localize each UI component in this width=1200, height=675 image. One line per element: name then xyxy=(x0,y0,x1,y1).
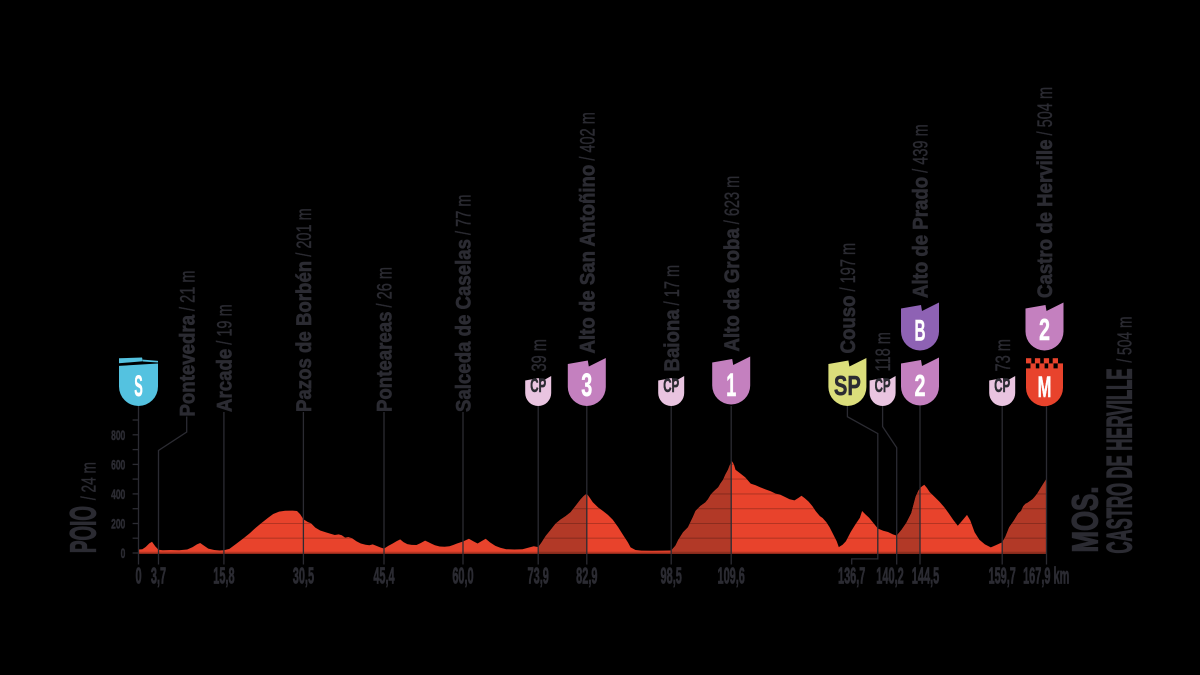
svg-text:/ 504 m: / 504 m xyxy=(1115,317,1137,367)
svg-text:Ponteareas: Ponteareas xyxy=(374,312,397,413)
svg-text:800: 800 xyxy=(111,427,125,443)
svg-text:98,5: 98,5 xyxy=(661,563,682,589)
svg-text:Couso: Couso xyxy=(837,296,860,354)
svg-text:/ 201 m: / 201 m xyxy=(293,208,316,261)
svg-text:2: 2 xyxy=(1039,312,1050,347)
svg-text:CP: CP xyxy=(875,376,891,397)
svg-text:/ 504 m: / 504 m xyxy=(1034,87,1057,140)
svg-text:Pazos de Borbén: Pazos de Borbén xyxy=(293,261,316,412)
svg-text:167,9 km: 167,9 km xyxy=(1023,563,1069,589)
svg-text:73 m: 73 m xyxy=(992,339,1015,371)
svg-text:Baiona: Baiona xyxy=(661,309,684,371)
svg-text:/ 402 m: / 402 m xyxy=(576,112,599,165)
svg-text:15,8: 15,8 xyxy=(213,563,234,589)
svg-text:60,0: 60,0 xyxy=(452,563,473,589)
svg-text:CP: CP xyxy=(530,376,546,397)
svg-text:SP: SP xyxy=(834,370,861,401)
svg-text:140,2: 140,2 xyxy=(876,563,903,589)
svg-text:2: 2 xyxy=(915,368,926,403)
svg-text:3: 3 xyxy=(581,367,592,403)
svg-text:Arcade: Arcade xyxy=(214,349,237,412)
svg-text:30,5: 30,5 xyxy=(293,563,314,589)
svg-text:400: 400 xyxy=(111,486,125,502)
svg-text:/ 439 m: / 439 m xyxy=(910,124,933,177)
svg-text:S: S xyxy=(134,370,143,403)
svg-text:73,9: 73,9 xyxy=(528,563,549,589)
svg-text:45,4: 45,4 xyxy=(373,563,394,589)
svg-text:Pontevedra: Pontevedra xyxy=(176,315,199,417)
svg-text:/ 77 m: / 77 m xyxy=(453,195,476,239)
svg-text:MOS.: MOS. xyxy=(1065,487,1106,553)
svg-text:200: 200 xyxy=(111,516,125,532)
svg-text:600: 600 xyxy=(111,456,125,472)
svg-text:CP: CP xyxy=(663,376,679,397)
svg-text:/ 24 m: / 24 m xyxy=(79,462,101,504)
svg-text:144,5: 144,5 xyxy=(912,563,939,589)
svg-text:/ 623 m: / 623 m xyxy=(721,176,744,229)
svg-text:CP: CP xyxy=(994,376,1010,397)
svg-text:Alto de Prado: Alto de Prado xyxy=(910,177,933,298)
svg-text:3,7: 3,7 xyxy=(151,563,166,589)
svg-text:0: 0 xyxy=(135,563,141,589)
svg-text:/ 21 m: / 21 m xyxy=(176,271,199,316)
svg-text:118 m: 118 m xyxy=(872,332,895,371)
svg-text:109,6: 109,6 xyxy=(718,563,745,589)
svg-text:/ 197 m: / 197 m xyxy=(837,243,860,296)
svg-text:1: 1 xyxy=(726,367,736,403)
svg-text:Salceda de Caselas: Salceda de Caselas xyxy=(453,239,476,412)
svg-text:136,7: 136,7 xyxy=(838,563,865,589)
svg-text:39 m: 39 m xyxy=(528,339,551,371)
svg-text:82,9: 82,9 xyxy=(576,563,597,589)
svg-text:0: 0 xyxy=(121,545,126,561)
svg-text:CASTRO DE HERVILLE: CASTRO DE HERVILLE xyxy=(1101,369,1140,554)
svg-text:/ 19 m: / 19 m xyxy=(214,304,237,349)
svg-text:M: M xyxy=(1038,371,1052,404)
svg-text:/ 17 m: / 17 m xyxy=(661,265,684,310)
svg-text:B: B xyxy=(915,315,926,348)
svg-text:POIO: POIO xyxy=(63,506,104,553)
svg-text:/ 26 m: / 26 m xyxy=(374,267,397,312)
svg-text:159,7: 159,7 xyxy=(989,563,1016,589)
svg-text:Alto de San Antoñino: Alto de San Antoñino xyxy=(576,165,599,354)
svg-text:Alto da Groba: Alto da Groba xyxy=(721,228,744,351)
svg-text:Castro de Herville: Castro de Herville xyxy=(1034,140,1057,299)
